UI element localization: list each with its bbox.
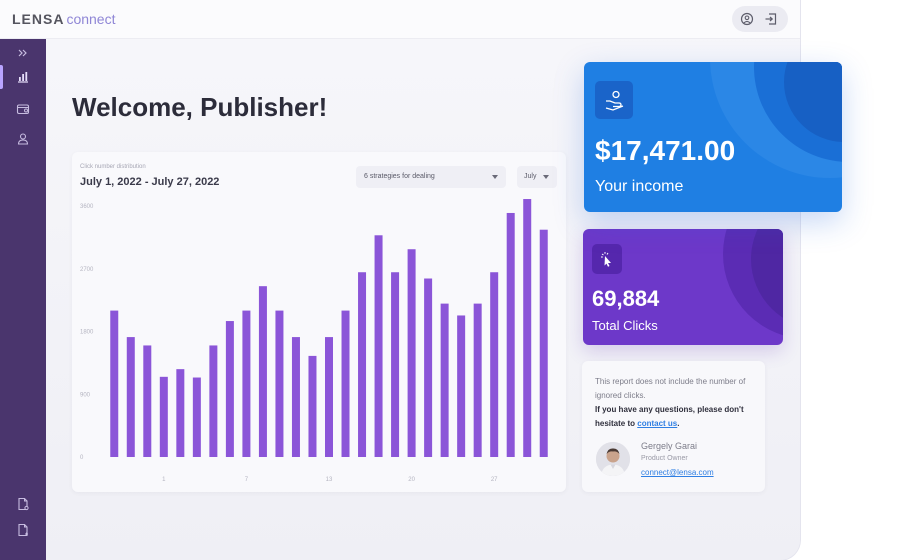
- note-text: This report does not include the number …: [595, 375, 757, 431]
- chart-bar[interactable]: [159, 376, 168, 457]
- top-actions: [732, 6, 788, 32]
- person-role: Product Owner: [641, 455, 688, 462]
- chart-bar[interactable]: [258, 286, 267, 457]
- chart-bar[interactable]: [275, 310, 284, 457]
- wallet-icon[interactable]: [15, 101, 31, 117]
- user-circle-icon[interactable]: [740, 12, 754, 26]
- chart-bar[interactable]: [110, 310, 119, 457]
- chart-bar[interactable]: [325, 337, 333, 457]
- chart-bar[interactable]: [424, 278, 433, 457]
- y-tick-label: 1800: [80, 330, 94, 336]
- total-clicks-value: 69,884: [592, 286, 660, 311]
- bar-chart: 0 900 1800 2700 3600 1 7 13 20 27: [80, 199, 548, 483]
- chart-bar[interactable]: [539, 229, 548, 457]
- month-select-value: July: [524, 173, 537, 180]
- note-line-2-end: .: [677, 419, 680, 428]
- person-name: Gergely Garai: [641, 441, 698, 451]
- expand-icon[interactable]: [15, 45, 31, 61]
- note-line-2: If you have any questions, please don't …: [595, 405, 744, 428]
- logo[interactable]: LENSA connect: [12, 11, 116, 27]
- month-select[interactable]: July: [517, 166, 557, 188]
- chart-bar[interactable]: [209, 345, 218, 457]
- cursor-click-icon: [601, 252, 611, 267]
- card-icon-box: [592, 244, 622, 274]
- strategy-select[interactable]: 6 strategies for dealing: [356, 166, 506, 188]
- total-clicks-label: Total Clicks: [592, 318, 658, 333]
- person-email-link[interactable]: connect@lensa.com: [641, 468, 714, 477]
- chart-bar[interactable]: [225, 321, 234, 457]
- y-tick-label: 900: [80, 392, 91, 398]
- page-title: Welcome, Publisher!: [72, 92, 328, 122]
- top-bar: LENSA connect: [0, 0, 800, 39]
- chart-bar[interactable]: [341, 310, 350, 457]
- sidebar-active-indicator: [0, 65, 3, 89]
- income-value: $17,471.00: [595, 135, 736, 166]
- chart-bar[interactable]: [506, 212, 515, 457]
- x-tick-label: 13: [326, 477, 333, 483]
- brand-sub: connect: [66, 11, 116, 27]
- y-tick-label: 2700: [80, 267, 94, 273]
- card-icon-box: [595, 81, 633, 119]
- chevron-down-icon: [492, 175, 498, 179]
- y-tick-label: 0: [80, 455, 84, 461]
- y-tick-label: 3600: [80, 204, 94, 210]
- chart-bar[interactable]: [143, 345, 152, 457]
- x-tick-label: 20: [408, 477, 415, 483]
- chart-bar[interactable]: [242, 310, 251, 457]
- document-icon[interactable]: [15, 496, 31, 512]
- chart-bar[interactable]: [374, 235, 383, 457]
- x-tick-label: 7: [245, 477, 249, 483]
- income-card: $17,471.00 Your income: [584, 62, 842, 212]
- x-tick-label: 1: [162, 477, 166, 483]
- chart-bar[interactable]: [192, 377, 201, 457]
- user-icon[interactable]: [15, 131, 31, 147]
- note-line-1: This report does not include the number …: [595, 377, 746, 400]
- chart-bar[interactable]: [126, 337, 135, 457]
- x-tick-label: 27: [491, 477, 498, 483]
- avatar: [596, 442, 630, 476]
- chart-card: Click number distribution July 1, 2022 -…: [72, 152, 566, 492]
- hand-coin-icon: [605, 90, 624, 111]
- chart-bar[interactable]: [407, 249, 416, 457]
- total-clicks-card: 69,884 Total Clicks: [583, 229, 783, 345]
- report-note-card: This report does not include the number …: [582, 361, 765, 492]
- contact-us-link[interactable]: contact us: [637, 419, 678, 428]
- chart-bar[interactable]: [358, 272, 367, 457]
- chart-bar[interactable]: [490, 272, 499, 457]
- chart-subtitle: Click number distribution: [80, 164, 146, 170]
- chart-bar[interactable]: [391, 272, 400, 457]
- chart-bar[interactable]: [176, 369, 185, 457]
- chart-bar[interactable]: [440, 303, 449, 457]
- chevron-down-icon: [543, 175, 549, 179]
- chart-bar[interactable]: [291, 337, 300, 457]
- chart-bar[interactable]: [523, 199, 532, 457]
- bar-chart-icon[interactable]: [15, 69, 31, 85]
- chart-date-range: July 1, 2022 - July 27, 2022: [80, 176, 220, 188]
- sidebar: [0, 39, 46, 560]
- chart-bar[interactable]: [308, 355, 317, 457]
- document-settings-icon[interactable]: [15, 522, 31, 538]
- income-label: Your income: [595, 178, 684, 195]
- chart-bar[interactable]: [473, 303, 482, 457]
- chart-bar[interactable]: [457, 315, 466, 457]
- logout-icon[interactable]: [764, 12, 778, 26]
- strategy-select-value: 6 strategies for dealing: [364, 173, 435, 180]
- brand-main: LENSA: [12, 11, 65, 27]
